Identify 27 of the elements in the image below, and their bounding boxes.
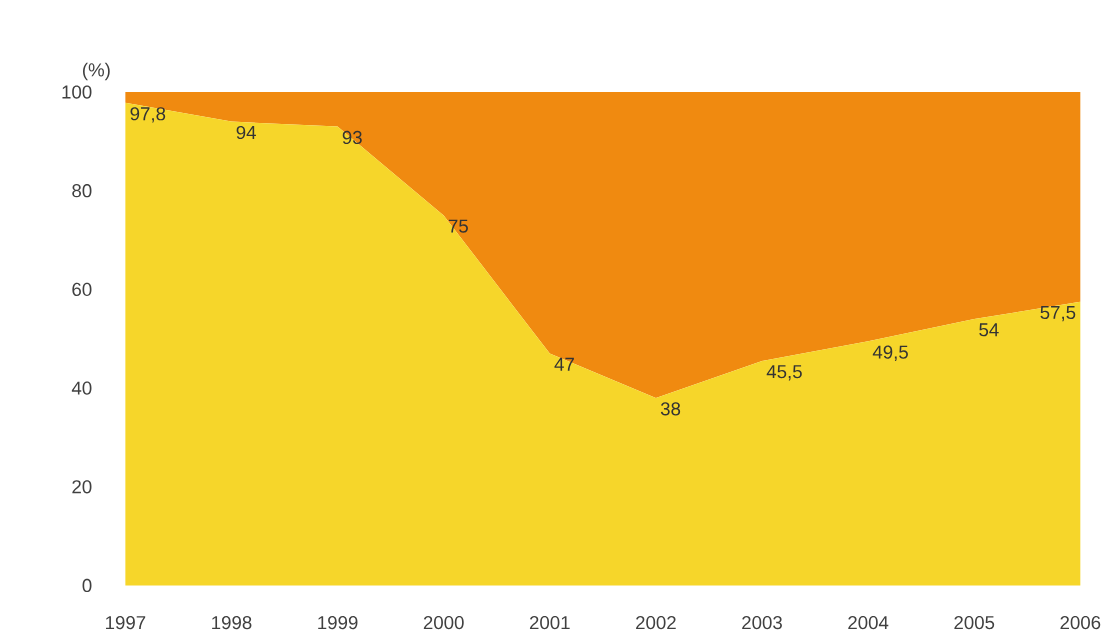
data-label: 57,5 (1040, 306, 1076, 322)
y-tick-label: 80 (72, 184, 92, 198)
x-tick-label: 1997 (106, 616, 146, 630)
y-tick-label: 40 (71, 381, 92, 395)
y-tick-label: 60 (72, 283, 92, 297)
x-tick-label: 2000 (423, 616, 464, 630)
x-tick-label: 1998 (212, 616, 252, 630)
x-tick-label: 2006 (1060, 616, 1101, 630)
y-tick-label: 100 (62, 85, 92, 99)
data-label: 54 (979, 323, 999, 337)
x-tick-label: 2003 (742, 616, 782, 630)
x-tick-label: 2001 (529, 616, 570, 630)
data-label: 38 (660, 402, 681, 416)
x-tick-label: 2005 (954, 616, 995, 630)
data-label: 49,5 (872, 345, 908, 362)
x-tick-label: 2002 (636, 616, 676, 630)
data-label: 97,8 (130, 107, 166, 123)
data-label: 93 (342, 131, 362, 145)
x-tick-label: 2004 (848, 616, 889, 630)
y-axis-title: (%) (82, 63, 110, 81)
y-tick-label: 0 (82, 579, 92, 593)
data-label: 75 (448, 219, 468, 233)
data-label: 47 (554, 358, 574, 371)
data-label: 94 (236, 126, 256, 140)
y-tick-label: 20 (72, 480, 92, 494)
x-tick-label: 1999 (318, 616, 358, 630)
data-label: 45,5 (766, 365, 802, 381)
